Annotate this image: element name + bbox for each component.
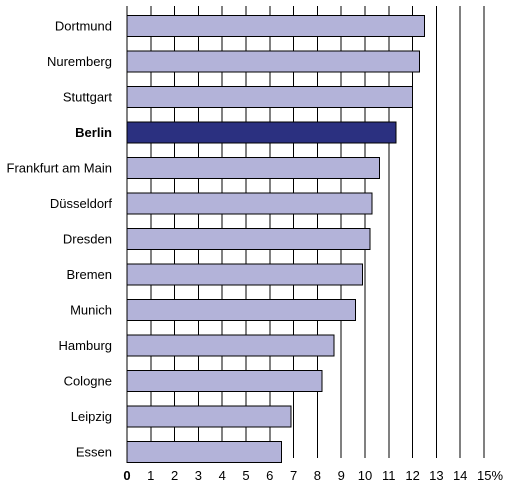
bar-d-sseldorf [126, 192, 373, 215]
category-label: Munich [70, 303, 112, 318]
bar-leipzig [126, 405, 292, 428]
bar-nuremberg [126, 50, 421, 73]
x-tick-label: 1 [147, 468, 154, 483]
x-tick-label: 4 [219, 468, 226, 483]
x-tick-label: 9 [338, 468, 345, 483]
x-tick-label: 10 [358, 468, 372, 483]
category-label: Leipzig [71, 409, 112, 424]
category-label: Cologne [64, 374, 112, 389]
bar-hamburg [126, 334, 335, 357]
category-label: Dresden [63, 232, 112, 247]
x-tick-label: 11 [382, 468, 396, 483]
x-axis-ticks: 0 1 2 3 4 5 6 7 8 9 10 11 12 13 14 15% [123, 468, 503, 483]
x-tick-label: 3 [195, 468, 202, 483]
category-label: Essen [76, 445, 112, 460]
category-label: Bremen [66, 267, 112, 282]
x-tick-label: 7 [290, 468, 297, 483]
x-tick-label: 8 [314, 468, 321, 483]
category-label: Nuremberg [47, 54, 112, 69]
x-tick-label: 2 [171, 468, 178, 483]
bar-frankfurt-am-main [126, 157, 380, 179]
x-tick-label: 15% [477, 468, 503, 483]
bar-stuttgart [126, 86, 414, 108]
bar-dortmund [126, 15, 425, 37]
bar-cologne [126, 370, 323, 392]
category-label: Stuttgart [63, 90, 113, 105]
bar-berlin [126, 121, 397, 144]
category-label: Dortmund [55, 19, 112, 34]
category-label: Berlin [75, 125, 112, 140]
x-tick-label: 12 [405, 468, 419, 483]
x-tick-label: 13 [429, 468, 443, 483]
x-tick-label: 0 [123, 468, 130, 483]
category-label: Düsseldorf [50, 196, 113, 211]
bars [126, 15, 425, 463]
category-label: Hamburg [59, 338, 112, 353]
x-tick-label: 5 [242, 468, 249, 483]
bar-dresden [126, 228, 371, 250]
x-tick-label: 6 [266, 468, 273, 483]
category-labels: Dortmund Nuremberg Stuttgart Berlin Frankfur… [7, 19, 113, 460]
bar-essen [126, 441, 283, 463]
category-label: Frankfurt am Main [7, 161, 112, 176]
bar-munich [126, 299, 356, 321]
x-tick-label: 14 [453, 468, 467, 483]
bar-bremen [126, 263, 364, 286]
